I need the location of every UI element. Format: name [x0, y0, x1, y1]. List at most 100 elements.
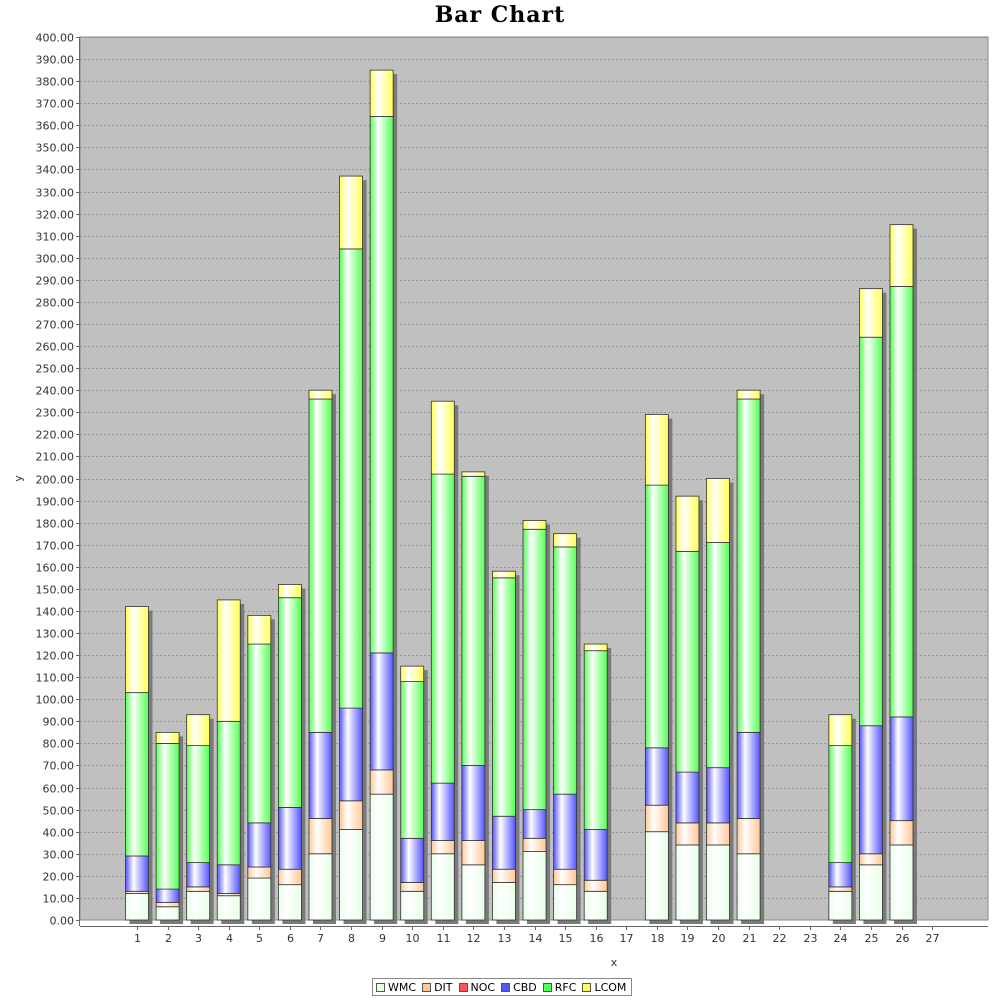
x-tick-label: 21 [743, 932, 757, 945]
y-tick-label: 370.00 [36, 98, 75, 111]
bar-rfc-18 [644, 484, 669, 749]
y-tick-label: 210.00 [36, 451, 75, 464]
bar-lcom-5 [247, 614, 272, 645]
bar-rfc-8 [339, 248, 363, 709]
bar-dit-19 [675, 822, 700, 846]
bar-dit-14 [522, 837, 547, 852]
chart-plot: 0.00 10.00 20.00 30.00 40.00 50.00 60.00 70.00 8… [12, 32, 989, 969]
y-tick-label: 220.00 [36, 429, 75, 442]
y-tick-label: 380.00 [36, 76, 75, 89]
y-tick-label: 160.00 [36, 562, 75, 575]
bar-dit-21 [736, 818, 761, 855]
x-axis-label: x [611, 956, 618, 969]
bar-wmc-7 [308, 853, 333, 921]
bar-lcom-15 [553, 533, 578, 548]
bar-lcom-24 [828, 714, 853, 747]
x-tick-label: 2 [165, 932, 172, 945]
y-tick-label: 260.00 [36, 341, 75, 354]
y-tick-label: 20.00 [43, 871, 75, 884]
x-tick-label: 17 [620, 932, 634, 945]
bar-dit-20 [706, 822, 730, 846]
x-tick-label: 4 [226, 932, 233, 945]
legend-label: RFC [554, 980, 577, 994]
bar-wmc-26 [889, 844, 914, 921]
bar-lcom-18 [644, 414, 669, 486]
y-tick-label: 100.00 [36, 694, 75, 707]
x-tick-labels: 1 2 3 4 5 6 7 8 9 10 11 12 13 14 15 16 17 18 19 20 21 22 23 24 2… [134, 926, 940, 945]
legend-label: LCOM [594, 980, 627, 994]
legend-label: CBD [513, 980, 537, 994]
bar-wmc-20 [706, 844, 730, 921]
bar-lcom-21 [736, 389, 761, 400]
bar-cbd-18 [644, 747, 669, 806]
y-tick-label: 120.00 [36, 650, 75, 663]
bar-dit-12 [461, 840, 486, 866]
y-tick-label: 80.00 [43, 738, 75, 751]
y-tick-label: 10.00 [43, 893, 75, 906]
bar-cbd-14 [522, 809, 547, 839]
x-tick-label: 27 [926, 932, 940, 945]
y-tick-labels: 0.00 10.00 20.00 30.00 40.00 50.00 60.00 70.00 8… [36, 32, 80, 928]
bar-dit-7 [308, 818, 333, 855]
x-tick-label: 14 [529, 932, 543, 945]
y-tick-label: 130.00 [36, 628, 75, 641]
bar-lcom-19 [675, 495, 700, 552]
bar-cbd-11 [430, 782, 455, 841]
bar-dit-3 [186, 886, 211, 892]
x-tick-label: 16 [590, 932, 604, 945]
bar-dit-10 [400, 882, 425, 892]
bar-rfc-5 [247, 643, 272, 824]
bar-lcom-14 [522, 520, 547, 530]
legend-item-cbd: CBD [501, 981, 537, 994]
bar-rfc-19 [675, 550, 700, 773]
legend-item-rfc: RFC [542, 980, 577, 994]
bar-dit-16 [583, 879, 608, 892]
x-tick-label: 7 [317, 932, 324, 945]
legend-item-wmc: WMC [376, 981, 416, 994]
y-tick-label: 200.00 [36, 474, 75, 487]
bar-dit-2 [155, 901, 180, 908]
bar-lcom-13 [492, 570, 516, 579]
bar-wmc-5 [247, 877, 272, 921]
legend-swatch [458, 982, 468, 992]
bar-dit-26 [889, 820, 914, 846]
y-tick-label: 350.00 [36, 142, 75, 155]
bar-wmc-9 [369, 793, 394, 921]
legend-swatch [542, 982, 552, 992]
bar-cbd-24 [828, 862, 853, 888]
bar-cbd-2 [155, 888, 180, 903]
y-tick-label: 300.00 [36, 253, 75, 266]
bar-rfc-1 [125, 692, 149, 857]
x-tick-label: 24 [834, 932, 848, 945]
legend-item-lcom: LCOM [582, 981, 626, 994]
x-tick-label: 12 [467, 932, 481, 945]
bar-dit-5 [247, 866, 272, 879]
bar-lcom-1 [125, 606, 149, 694]
bar-rfc-11 [430, 473, 455, 784]
x-tick-label: 13 [498, 932, 512, 945]
y-tick-label: 390.00 [36, 54, 75, 67]
bar-cbd-9 [369, 652, 394, 771]
bar-cbd-6 [277, 807, 302, 870]
y-tick-label: 290.00 [36, 275, 75, 288]
bar-lcom-9 [369, 69, 394, 117]
x-tick-label: 9 [379, 932, 386, 945]
bar-lcom-7 [308, 389, 333, 400]
x-tick-label: 3 [195, 932, 202, 945]
bar-wmc-2 [155, 906, 180, 921]
legend: WMC DIT NOC CBD RFC LCOM [372, 978, 633, 996]
bar-lcom-2 [155, 731, 180, 744]
x-tick-label: 11 [437, 932, 451, 945]
y-tick-label: 150.00 [36, 584, 75, 597]
y-tick-label: 400.00 [36, 32, 75, 45]
bar-rfc-21 [736, 398, 761, 733]
y-tick-label: 310.00 [36, 231, 75, 244]
legend-label: WMC [388, 980, 417, 994]
x-tick-label: 6 [287, 932, 294, 945]
y-tick-label: 60.00 [43, 783, 75, 796]
bar-rfc-24 [828, 745, 853, 864]
y-tick-label: 250.00 [36, 363, 75, 376]
bar-lcom-6 [277, 584, 302, 599]
bar-lcom-8 [339, 175, 363, 250]
